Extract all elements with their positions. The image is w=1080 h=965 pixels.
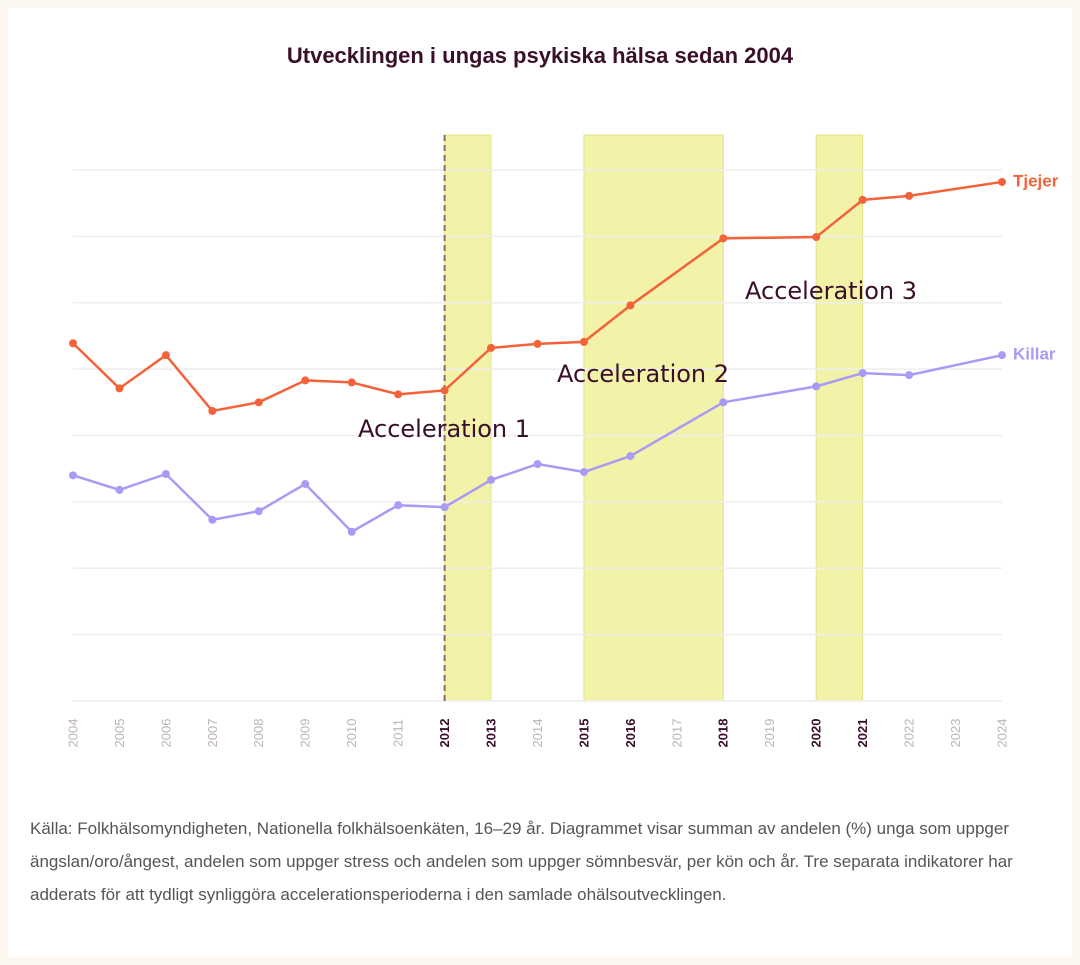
data-point: [858, 369, 867, 378]
data-point: [719, 398, 728, 407]
annotation: Acceleration 3: [745, 277, 917, 305]
data-point: [487, 343, 496, 352]
data-point: [719, 234, 728, 243]
data-point: [394, 501, 403, 510]
data-point: [161, 351, 170, 360]
data-point: [579, 468, 588, 477]
x-tick-label: 2011: [391, 719, 406, 747]
x-tick-label: 2007: [205, 719, 220, 748]
series-label: Tjejer: [1013, 171, 1059, 190]
x-tick-label: 2014: [530, 719, 545, 748]
annotation: Acceleration 1: [358, 415, 530, 443]
x-tick-label: 2009: [298, 719, 313, 748]
data-point: [394, 390, 403, 399]
data-point: [487, 475, 496, 484]
x-tick-label: 2021: [855, 719, 870, 748]
data-point: [347, 527, 356, 536]
highlight-period: [583, 134, 724, 702]
x-tick-label: 2015: [576, 719, 591, 748]
annotation: Acceleration 2: [557, 360, 729, 388]
data-point: [161, 469, 170, 478]
data-point: [254, 398, 263, 407]
series-line: [72, 180, 1003, 413]
data-point: [858, 195, 867, 204]
data-point: [533, 339, 542, 348]
x-tick-label: 2019: [762, 719, 777, 748]
data-point: [812, 382, 821, 391]
x-tick-label: 2006: [158, 719, 173, 748]
data-point: [533, 460, 542, 469]
data-point: [347, 378, 356, 387]
card: [8, 8, 1072, 957]
data-point: [440, 386, 449, 395]
data-point: [69, 471, 77, 480]
x-tick-label: 2004: [65, 719, 80, 748]
data-point: [208, 515, 217, 524]
x-tick-label: 2012: [437, 719, 452, 748]
data-point: [626, 301, 635, 310]
x-tick-label: 2024: [994, 719, 1009, 748]
data-point: [812, 233, 821, 242]
data-point: [998, 351, 1006, 360]
x-tick-label: 2013: [483, 719, 498, 748]
x-tick-label: 2023: [948, 719, 963, 748]
data-point: [626, 452, 635, 461]
x-tick-label: 2016: [623, 719, 638, 748]
data-point: [579, 337, 588, 346]
data-point: [998, 177, 1006, 186]
x-tick-label: 2005: [112, 719, 127, 748]
series-line: [72, 353, 1003, 533]
series-label: Killar: [1013, 345, 1056, 364]
data-point: [905, 371, 914, 380]
data-point: [69, 339, 77, 348]
data-point: [905, 191, 914, 200]
source-note: Källa: Folkhälsomyndigheten, Nationella …: [30, 819, 1013, 904]
x-tick-label: 2020: [809, 719, 824, 748]
data-point: [115, 485, 124, 494]
data-point: [254, 507, 263, 516]
data-point: [208, 406, 217, 415]
chart-title: Utvecklingen i ungas psykiska hälsa seda…: [287, 43, 794, 68]
x-tick-label: 2018: [716, 719, 731, 748]
data-point: [115, 384, 124, 393]
data-point: [301, 479, 310, 488]
x-tick-label: 2008: [251, 719, 266, 748]
data-point: [440, 503, 449, 512]
x-tick-label: 2017: [669, 719, 684, 748]
data-point: [301, 376, 310, 385]
x-tick-label: 2010: [344, 719, 359, 748]
x-tick-label: 2022: [902, 719, 917, 748]
